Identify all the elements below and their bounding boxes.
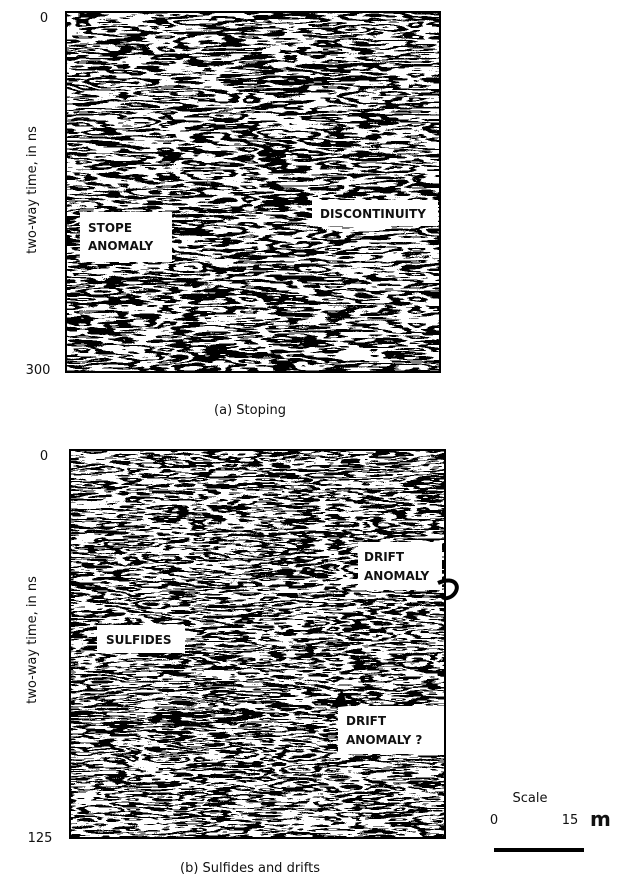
bottom-tick: 300: [26, 363, 51, 378]
arrow: [330, 690, 348, 708]
annotation: ANOMALY: [364, 569, 430, 583]
annotation-box: [80, 212, 172, 262]
annotation-box: [312, 200, 438, 226]
annotation: STOPE: [88, 221, 132, 235]
scale-title: Scale: [513, 791, 548, 806]
arrow: [437, 578, 459, 601]
annotation: DISCONTINUITY: [320, 207, 426, 221]
top-tick: 0: [40, 449, 48, 464]
axis-label: two-way time, in ns: [25, 576, 40, 704]
axis-label: two-way time, in ns: [25, 126, 40, 254]
annotation: DRIFT: [364, 550, 405, 564]
annotation: DRIFT: [346, 714, 387, 728]
annotation-box: [358, 542, 442, 590]
caption: (a) Stoping: [214, 403, 286, 418]
caption: (b) Sulfides and drifts: [180, 861, 320, 876]
annotation-box: [97, 625, 185, 653]
annotation: ANOMALY: [88, 239, 154, 253]
scale-start: 0: [490, 813, 498, 828]
bottom-tick: 125: [28, 831, 53, 846]
panel-b-frame: [69, 449, 446, 839]
annotation: SULFIDES: [106, 633, 172, 647]
scale-end: 15: [562, 813, 579, 828]
panel-a-frame: [65, 11, 441, 373]
scale-unit: m: [590, 807, 611, 831]
annotation: ANOMALY ?: [346, 733, 422, 747]
top-tick: 0: [40, 11, 48, 26]
radargram-a: [66, 12, 440, 372]
annotation-box: [338, 706, 444, 754]
